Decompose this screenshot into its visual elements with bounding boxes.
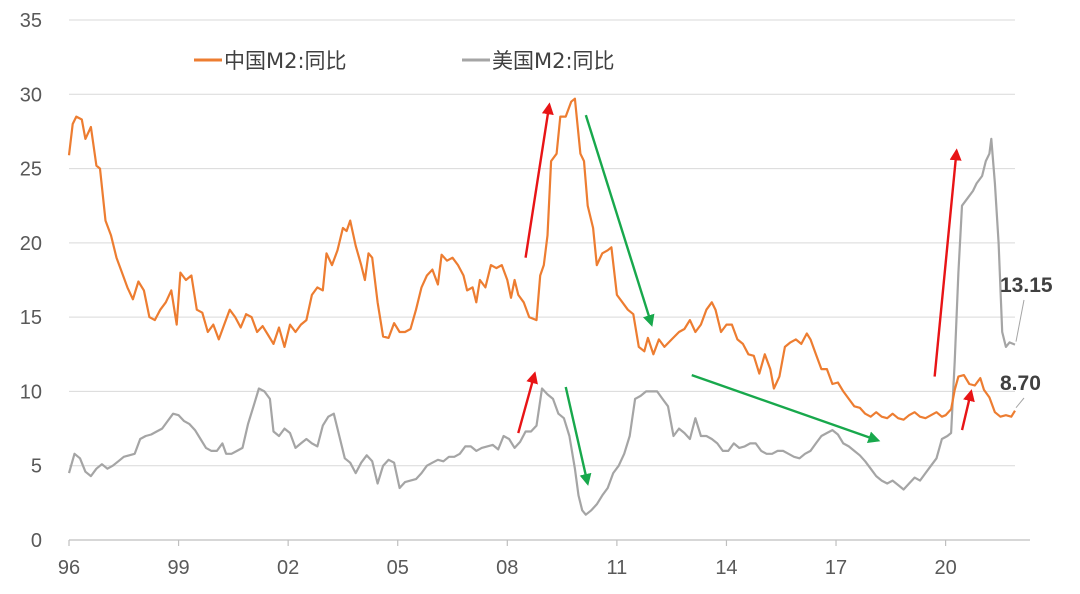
rise-arrow-2 [933,148,962,377]
series-lines [67,97,1016,516]
series-line-china-m2 [67,97,1016,421]
rise-arrow-0 [524,102,554,258]
rise-arrow-3 [960,389,975,431]
legend-label-china: 中国M2:同比 [224,49,347,73]
y-tick-label-35: 35 [20,10,42,32]
annotation-label-0: 13.15 [1000,274,1053,297]
trend-arrows [517,102,975,486]
fall-arrow-5 [564,386,592,486]
value-annotations: 13.15 8.70 [1000,274,1053,409]
x-tick-label-96: 96 [58,557,80,579]
x-tick-label-20: 20 [934,557,956,579]
y-tick-label-10: 10 [20,381,42,403]
annotation-leader-1 [1015,397,1025,409]
y-axis: 0 5 10 15 20 25 30 35 [20,10,42,552]
x-tick-label-08: 08 [496,557,518,579]
x-tick-label-14: 14 [715,557,737,579]
y-tick-label-15: 15 [20,307,42,329]
y-tick-label-20: 20 [20,233,42,255]
x-tick-label-11: 11 [606,557,627,579]
legend: 中国M2:同比 美国M2:同比 [194,49,615,73]
y-tick-label-0: 0 [31,530,42,552]
x-tick-label-99: 99 [167,557,189,579]
x-tick-label-05: 05 [387,557,409,579]
rise-arrow-1 [517,371,538,434]
fall-arrow-6 [691,373,881,443]
gridlines [69,19,1015,541]
series-line-us-m2 [67,137,1016,516]
legend-label-us: 美国M2:同比 [492,49,615,73]
y-tick-label-30: 30 [20,84,42,106]
annotation-label-1: 8.70 [1000,372,1041,395]
fall-arrow-4 [584,114,655,327]
y-tick-label-25: 25 [20,159,42,181]
annotation-leader-0 [1015,299,1025,342]
x-tick-label-02: 02 [277,557,299,579]
y-tick-label-5: 5 [31,456,42,478]
x-tick-label-17: 17 [825,557,847,579]
x-axis: 96 99 02 05 08 11 14 17 20 [58,539,1030,579]
